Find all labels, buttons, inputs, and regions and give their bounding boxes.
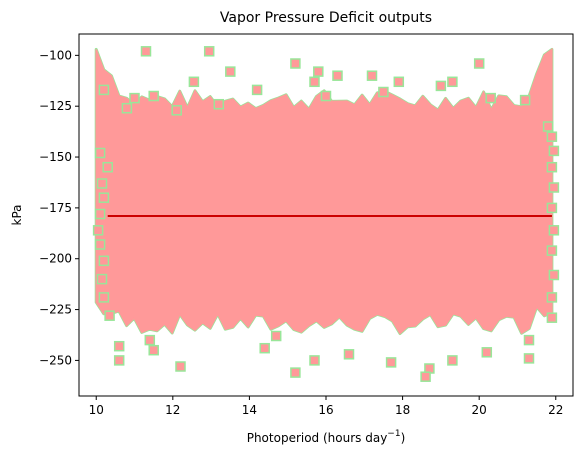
data-point [320,90,332,102]
data-point [485,92,496,104]
y-tick-label: −100 [39,48,72,62]
data-point [251,84,263,96]
data-point [148,90,159,102]
data-point [343,349,355,360]
data-point [420,371,431,382]
x-axis-title: Photoperiod (hours day−1) [247,429,406,445]
x-axis-title-main: Photoperiod (hours day [247,431,388,445]
y-axis-ticks: −100 −125 −150 −175 −200 −225 −250 [39,48,79,367]
y-tick-label: −175 [39,201,72,215]
y-tick-label: −150 [39,150,72,164]
data-point [290,367,301,378]
data-point [171,105,182,116]
data-point [309,76,320,88]
data-point [98,255,110,267]
data-point [393,76,405,88]
data-point [523,353,535,364]
data-point [548,269,560,281]
x-tick-label: 16 [318,403,333,417]
x-tick-label: 22 [548,403,563,417]
data-point [481,347,493,358]
data-point [225,66,236,77]
data-point [96,178,108,189]
data-point [546,245,558,256]
data-point [98,292,110,303]
data-point [94,239,106,250]
data-point [548,225,560,236]
data-point [203,46,215,57]
x-tick-label: 10 [89,403,104,417]
data-point [542,121,554,132]
data-point [290,58,301,69]
scatter-series [92,46,560,382]
data-point [548,182,560,193]
x-axis-ticks: 10 12 14 16 18 20 22 [89,396,563,417]
x-axis-title-superscript: −1 [387,429,400,439]
data-point [546,131,558,142]
data-point [435,80,447,92]
y-tick-label: −225 [39,303,72,317]
data-point [140,46,152,57]
data-point [313,66,324,77]
data-point [548,145,560,157]
data-point [96,273,108,285]
data-point [104,310,115,321]
data-point [148,344,159,356]
data-point [98,192,110,203]
data-point [473,58,485,69]
data-point [175,361,186,372]
x-tick-label: 12 [165,403,180,417]
x-tick-label: 20 [472,403,487,417]
chart-title: Vapor Pressure Deficit outputs [220,10,432,26]
data-point [309,355,320,366]
x-tick-label: 18 [395,403,410,417]
x-axis-title-suffix: ) [401,431,406,445]
y-tick-label: −200 [39,252,72,266]
data-point [113,340,125,352]
data-point [447,76,458,88]
y-tick-label: −250 [39,353,72,367]
data-point [332,70,343,81]
data-point [129,92,140,104]
data-point [385,357,397,368]
data-point [98,84,110,96]
data-point [102,161,113,173]
data-point [546,161,558,173]
data-point [546,202,558,214]
data-point [366,70,378,81]
data-point [94,208,106,220]
y-tick-label: −125 [39,99,72,113]
data-point [519,94,531,106]
x-tick-label: 14 [242,403,257,417]
data-point [270,330,282,342]
y-axis-title: kPa [10,205,24,226]
data-point [259,342,270,354]
data-point [546,312,558,323]
data-point [121,102,133,114]
data-point [523,334,535,346]
data-point [213,98,225,110]
data-point [94,147,106,159]
data-point [188,76,200,88]
data-point [92,225,104,236]
data-point [113,355,125,366]
data-point [546,292,558,303]
data-point [144,334,156,346]
data-point [447,355,458,366]
data-point [378,86,389,98]
